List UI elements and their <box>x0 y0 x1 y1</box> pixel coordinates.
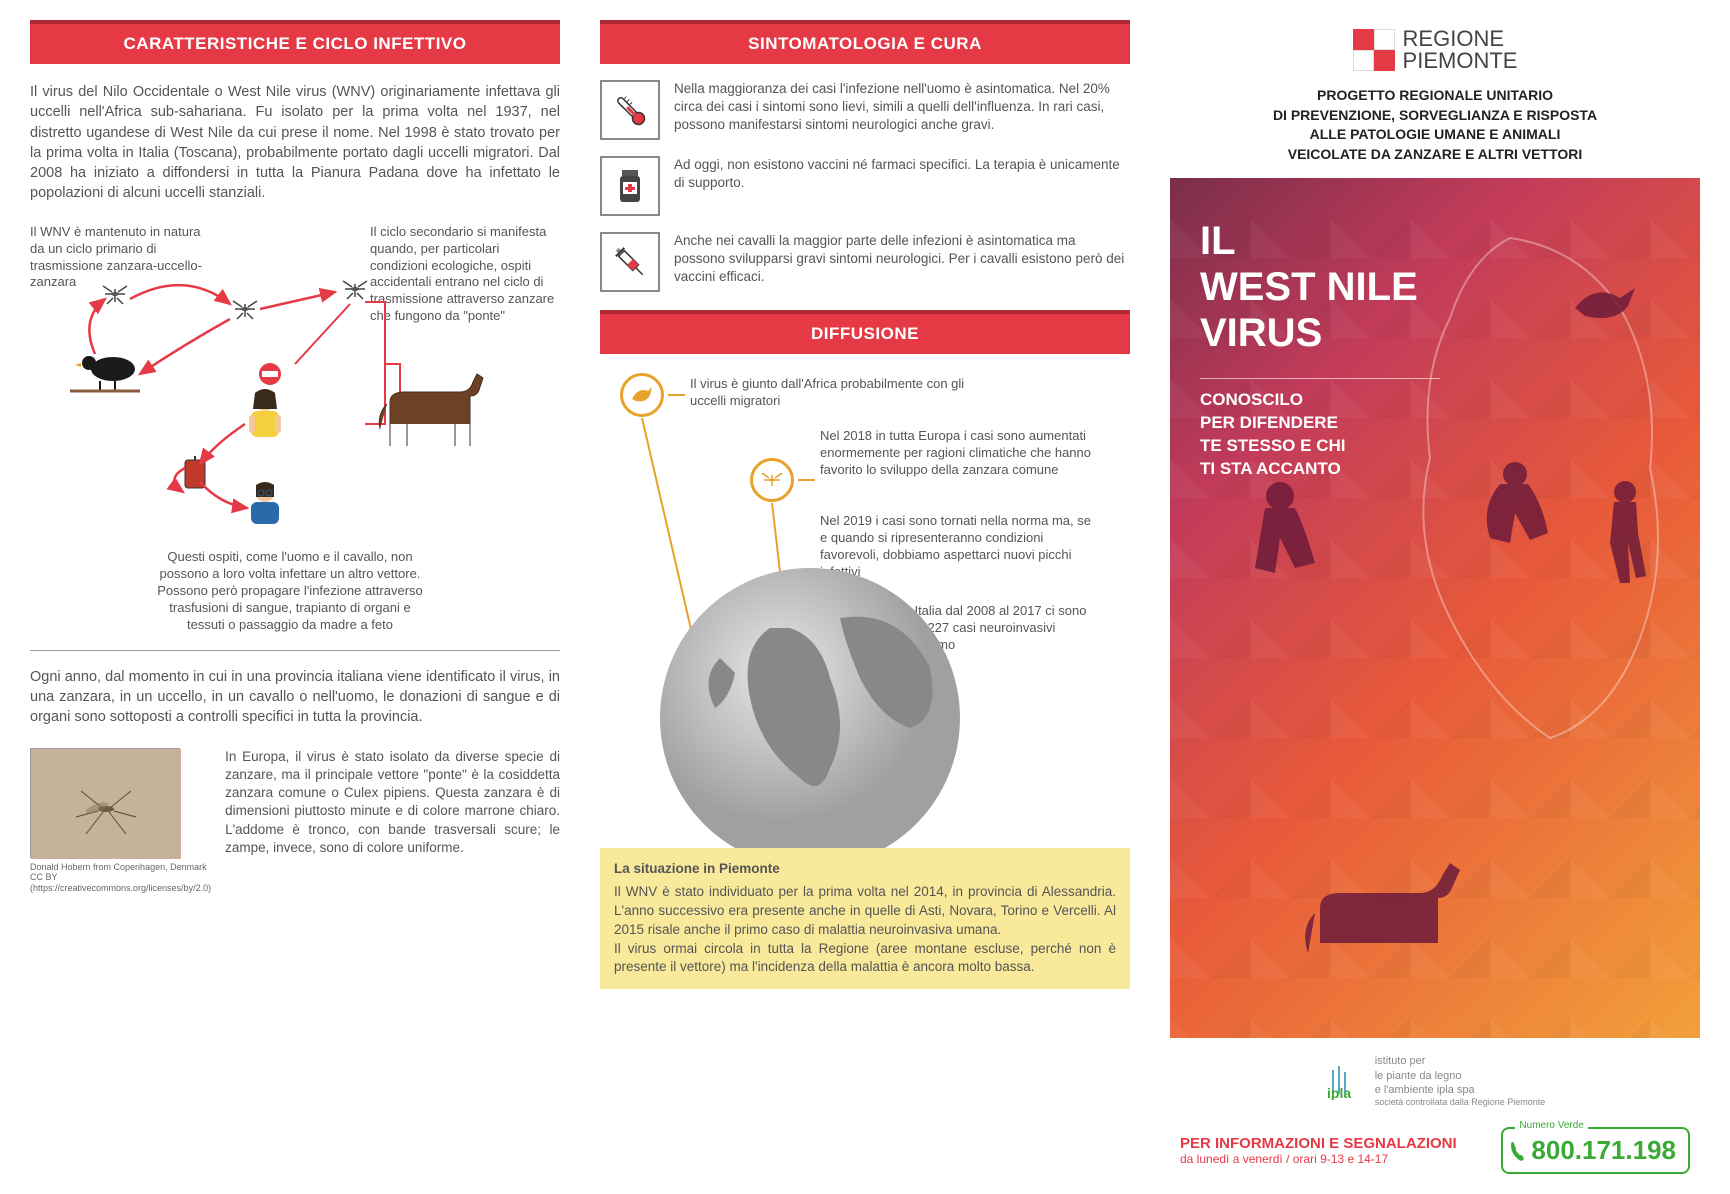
bird-silhouette <box>1570 278 1640 328</box>
svg-text:ipla: ipla <box>1327 1085 1351 1100</box>
ipla-subtext: società controllata dalla Regione Piemon… <box>1375 1097 1546 1109</box>
child-silhouette <box>1590 478 1660 588</box>
transmission-cycle-diagram: Il WNV è mantenuto in natura da un ciclo… <box>30 224 560 634</box>
cycle-label-hosts: Questi ospiti, come l'uomo e il cavallo,… <box>150 549 430 633</box>
info-hours: da lunedì a venerdì / orari 9-13 e 14-17 <box>1180 1152 1457 1166</box>
symptom-text-1: Nella maggioranza dei casi l'infezione n… <box>674 80 1130 135</box>
cover-graphic: IL WEST NILE VIRUS CONOSCILO PER DIFENDE… <box>1170 178 1700 1038</box>
mosquito-callout-icon <box>750 458 794 502</box>
info-left-block: PER INFORMAZIONI E SEGNALAZIONI da luned… <box>1180 1135 1457 1166</box>
sitting-man-silhouette <box>1230 478 1330 588</box>
mosquito-photo-row: Donald Hobern from Copenhagen, Denmark C… <box>30 748 560 894</box>
phone-label: Numero Verde <box>1515 1120 1587 1131</box>
cover-subtitle: CONOSCILO PER DIFENDERE TE STESSO E CHI … <box>1200 378 1440 481</box>
contact-info-row: PER INFORMAZIONI E SEGNALAZIONI da luned… <box>1170 1127 1700 1174</box>
sitting-woman-silhouette <box>1470 458 1560 558</box>
callout-africa: Il virus è giunto dall'Africa probabilme… <box>690 376 970 410</box>
panel-cover: REGIONE PIEMONTE PROGETTO REGIONALE UNIT… <box>1150 10 1720 1184</box>
donation-controls-text: Ogni anno, dal momento in cui in una pro… <box>30 667 560 728</box>
ipla-text: istituto per le piante da legno e l'ambi… <box>1375 1054 1546 1097</box>
header-symptoms: SINTOMATOLOGIA E CURA <box>600 20 1130 64</box>
divider <box>30 650 560 651</box>
symptom-row-medicine: Ad oggi, non esistono vaccini né farmaci… <box>600 156 1130 216</box>
piemonte-text: Il WNV è stato individuato per la prima … <box>614 883 1116 977</box>
symptom-row-thermometer: Nella maggioranza dei casi l'infezione n… <box>600 80 1130 140</box>
cover-title: IL WEST NILE VIRUS <box>1200 218 1418 356</box>
header-diffusion: DIFFUSIONE <box>600 310 1130 354</box>
medicine-bottle-icon <box>600 156 660 216</box>
phone-number-box: Numero Verde 800.171.198 <box>1501 1127 1690 1174</box>
phone-number: 800.171.198 <box>1531 1135 1676 1165</box>
photo-caption: Donald Hobern from Copenhagen, Denmark C… <box>30 862 211 894</box>
symptom-text-2: Ad oggi, non esistono vaccini né farmaci… <box>674 156 1130 192</box>
horse-silhouette <box>1300 858 1480 998</box>
thermometer-icon <box>600 80 660 140</box>
ipla-text-block: istituto per le piante da legno e l'ambi… <box>1375 1054 1546 1109</box>
panel-symptoms-diffusion: SINTOMATOLOGIA E CURA Nella maggioranza … <box>580 10 1150 1184</box>
region-flag-icon <box>1353 29 1395 71</box>
bird-callout-icon <box>620 373 664 417</box>
panel-characteristics: CARATTERISTICHE E CICLO INFETTIVO Il vir… <box>10 10 580 1184</box>
project-description: PROGETTO REGIONALE UNITARIO DI PREVENZIO… <box>1170 86 1700 164</box>
diffusion-diagram: Il virus è giunto dall'Africa probabilme… <box>600 368 1130 848</box>
syringe-icon <box>600 232 660 292</box>
callout-2018: Nel 2018 in tutta Europa i casi sono aum… <box>820 428 1100 479</box>
region-name: REGIONE PIEMONTE <box>1403 28 1518 72</box>
piemonte-situation-box: La situazione in Piemonte Il WNV è stato… <box>600 848 1130 989</box>
globe-icon <box>620 548 1000 848</box>
mosquito-photo <box>30 748 180 858</box>
piemonte-title: La situazione in Piemonte <box>614 860 1116 879</box>
regione-piemonte-logo: REGIONE PIEMONTE <box>1170 28 1700 72</box>
phone-icon <box>1509 1140 1527 1162</box>
ipla-logo: ipla istituto per le piante da legno e l… <box>1170 1054 1700 1109</box>
symptom-text-3: Anche nei cavalli la maggior parte delle… <box>674 232 1130 287</box>
symptom-row-syringe: Anche nei cavalli la maggior parte delle… <box>600 232 1130 292</box>
info-title: PER INFORMAZIONI E SEGNALAZIONI <box>1180 1135 1457 1152</box>
header-characteristics: CARATTERISTICHE E CICLO INFETTIVO <box>30 20 560 64</box>
culex-description: In Europa, il virus è stato isolato da d… <box>225 748 560 894</box>
intro-text: Il virus del Nilo Occidentale o West Nil… <box>30 82 560 204</box>
ipla-mark-icon: ipla <box>1325 1064 1365 1100</box>
